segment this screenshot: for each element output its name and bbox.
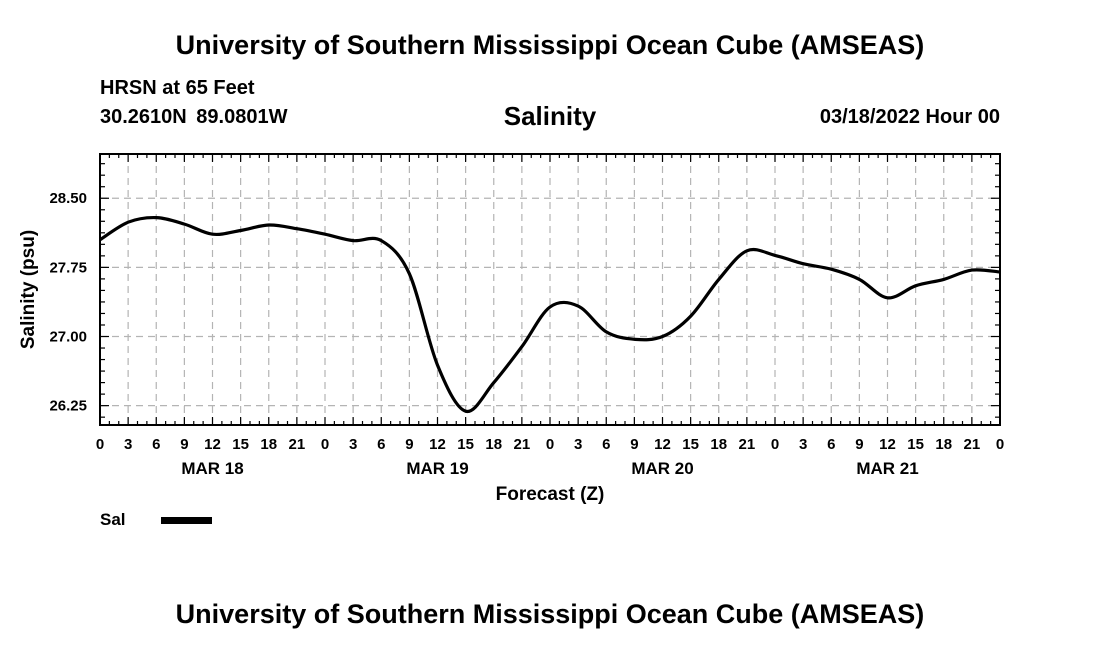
y-axis-label: Salinity (psu) bbox=[18, 230, 39, 349]
series-line-sal bbox=[99, 215, 1001, 413]
date-label: MAR 21 bbox=[856, 459, 918, 478]
page-title: University of Southern Mississippi Ocean… bbox=[175, 30, 925, 60]
x-tick-label: 0 bbox=[771, 436, 779, 453]
x-tick-label: 9 bbox=[630, 436, 638, 453]
x-tick-label: 0 bbox=[96, 436, 104, 453]
y-tick-label: 26.25 bbox=[49, 398, 87, 415]
x-tick-label: 3 bbox=[349, 436, 357, 453]
x-tick-label: 18 bbox=[260, 436, 277, 453]
x-tick-label: 3 bbox=[124, 436, 132, 453]
x-tick-label: 18 bbox=[710, 436, 727, 453]
y-tick-label: 27.75 bbox=[49, 259, 87, 276]
x-tick-label: 12 bbox=[429, 436, 446, 453]
station-coordinates: 30.2610N 89.0801W bbox=[100, 106, 288, 128]
footer-title: University of Southern Mississippi Ocean… bbox=[175, 599, 925, 629]
x-tick-label: 12 bbox=[204, 436, 221, 453]
x-tick-label: 15 bbox=[232, 436, 249, 453]
x-tick-label: 6 bbox=[377, 436, 385, 453]
x-tick-label: 0 bbox=[546, 436, 554, 453]
x-tick-label: 6 bbox=[602, 436, 610, 453]
x-tick-label: 18 bbox=[935, 436, 952, 453]
chart-title: Salinity bbox=[503, 101, 597, 131]
date-label: MAR 20 bbox=[631, 459, 693, 478]
x-tick-label: 6 bbox=[827, 436, 835, 453]
x-tick-label: 9 bbox=[405, 436, 413, 453]
x-tick-label: 12 bbox=[879, 436, 896, 453]
forecast-time: 03/18/2022 Hour 00 bbox=[819, 106, 1000, 128]
x-axis-label: Forecast (Z) bbox=[496, 484, 605, 505]
x-tick-label: 6 bbox=[152, 436, 160, 453]
x-tick-label: 21 bbox=[289, 436, 306, 453]
x-tick-label: 0 bbox=[321, 436, 329, 453]
date-label: MAR 19 bbox=[406, 459, 468, 478]
legend-label: Sal bbox=[100, 510, 126, 529]
x-tick-label: 15 bbox=[907, 436, 924, 453]
x-tick-label: 9 bbox=[180, 436, 188, 453]
y-tick-label: 27.00 bbox=[49, 329, 87, 346]
x-tick-label: 12 bbox=[654, 436, 671, 453]
date-label: MAR 18 bbox=[181, 459, 243, 478]
x-tick-label: 21 bbox=[514, 436, 531, 453]
x-tick-label: 0 bbox=[996, 436, 1004, 453]
x-tick-label: 9 bbox=[855, 436, 863, 453]
x-tick-label: 18 bbox=[485, 436, 502, 453]
x-tick-label: 21 bbox=[964, 436, 981, 453]
x-tick-label: 15 bbox=[457, 436, 474, 453]
x-tick-label: 3 bbox=[799, 436, 807, 453]
x-tick-label: 15 bbox=[682, 436, 699, 453]
y-tick-label: 28.50 bbox=[49, 190, 87, 207]
x-tick-label: 21 bbox=[739, 436, 756, 453]
legend-swatch bbox=[161, 517, 212, 524]
x-tick-label: 3 bbox=[574, 436, 582, 453]
station-name: HRSN at 65 Feet bbox=[100, 77, 255, 99]
